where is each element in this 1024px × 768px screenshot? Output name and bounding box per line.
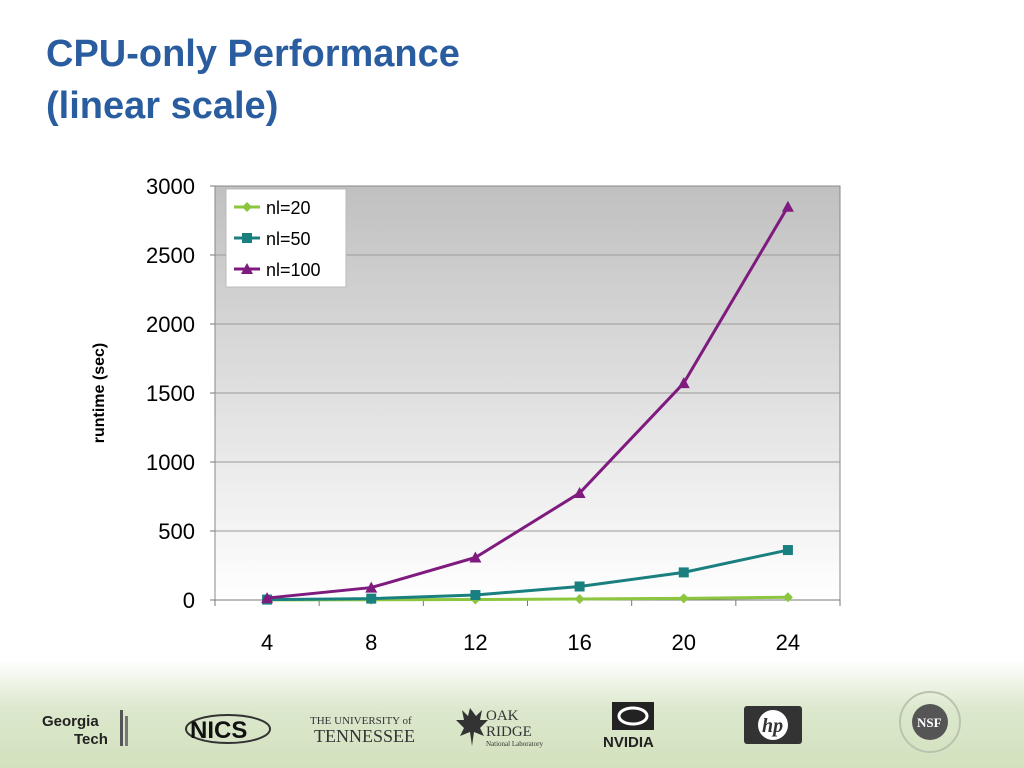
svg-text:hp: hp <box>762 715 783 737</box>
y-tick-label: 500 <box>158 519 195 544</box>
legend-marker <box>241 263 253 274</box>
data-point-series-2 <box>366 593 377 604</box>
data-point-series-3 <box>677 377 690 389</box>
series-line-2 <box>267 548 789 602</box>
x-tick-label: 20 <box>672 630 696 655</box>
svg-text:National Laboratory: National Laboratory <box>486 740 543 748</box>
svg-text:RIDGE: RIDGE <box>486 724 532 740</box>
data-point-series-3 <box>261 592 274 604</box>
svg-text:NICS: NICS <box>190 717 247 744</box>
data-point-series-1 <box>782 592 793 603</box>
x-tick-label: 12 <box>463 630 487 655</box>
y-tick-label: 3000 <box>146 174 195 199</box>
legend-marker <box>242 202 252 212</box>
data-point-series-3 <box>365 581 378 593</box>
title-line-2: (linear scale) <box>46 85 279 127</box>
svg-text:NSF: NSF <box>917 715 942 730</box>
x-tick-label: 4 <box>261 630 273 655</box>
y-tick-label: 1500 <box>146 381 195 406</box>
data-point-series-3 <box>573 487 586 499</box>
svg-text:TENNESSEE: TENNESSEE <box>314 726 415 746</box>
y-tick-label: 2000 <box>146 312 195 337</box>
y-tick-label: 0 <box>183 588 195 613</box>
data-point-series-2 <box>678 567 689 578</box>
page-title: CPU-only Performance (linear scale) <box>46 28 460 132</box>
data-point-series-2 <box>782 545 793 556</box>
title-line-1: CPU-only Performance <box>46 33 460 75</box>
legend-label: nl=100 <box>266 260 321 280</box>
svg-text:Georgia: Georgia <box>42 713 99 730</box>
y-axis-label: runtime (sec) <box>91 343 108 443</box>
series-line-3 <box>266 205 790 600</box>
svg-text:THE UNIVERSITY of: THE UNIVERSITY of <box>310 715 412 727</box>
legend-label: nl=50 <box>266 229 311 249</box>
data-point-series-3 <box>781 200 794 212</box>
data-point-series-3 <box>469 551 482 563</box>
legend-label: nl=20 <box>266 198 311 218</box>
x-tick-label: 16 <box>567 630 591 655</box>
y-tick-label: 1000 <box>146 450 195 475</box>
x-tick-label: 24 <box>776 630 800 655</box>
hp-logo: hp <box>744 706 802 744</box>
data-point-series-1 <box>574 594 585 605</box>
y-tick-label: 2500 <box>146 243 195 268</box>
x-tick-label: 8 <box>365 630 377 655</box>
data-point-series-2 <box>574 581 585 592</box>
data-point-series-1 <box>678 593 689 604</box>
nsf-logo: NSF <box>899 691 961 753</box>
oak-ridge-logo: OAK RIDGE National Laboratory <box>456 708 543 748</box>
footer-band <box>0 660 1024 768</box>
legend-marker <box>242 233 252 243</box>
georgia-tech-logo: Georgia Tech <box>42 710 128 748</box>
svg-text:NVIDIA: NVIDIA <box>603 734 654 750</box>
svg-text:OAK: OAK <box>486 708 519 724</box>
nics-logo: NICS <box>185 714 271 744</box>
svg-text:Tech: Tech <box>74 731 108 748</box>
university-of-tennessee-logo: THE UNIVERSITY of TENNESSEE <box>310 715 415 746</box>
data-point-series-2 <box>470 590 481 601</box>
nvidia-logo: NVIDIA <box>603 702 654 750</box>
